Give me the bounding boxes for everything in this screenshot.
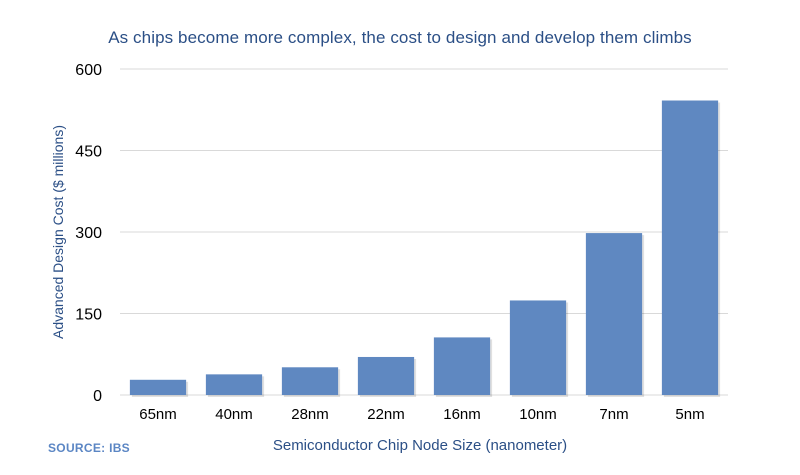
x-tick-label: 28nm (291, 406, 329, 423)
x-tick-label: 10nm (519, 406, 557, 423)
bar (661, 100, 719, 395)
chart-title: As chips become more complex, the cost t… (108, 28, 692, 47)
x-tick-label: 22nm (367, 406, 405, 423)
y-tick-label: 300 (75, 225, 102, 242)
y-tick-label: 450 (75, 144, 102, 161)
bar (357, 356, 415, 395)
bar (281, 367, 339, 395)
y-tick-label: 0 (93, 388, 102, 405)
source-note: SOURCE: IBS (48, 441, 130, 455)
bar (585, 233, 643, 395)
x-axis-label: Semiconductor Chip Node Size (nanometer) (272, 437, 568, 454)
x-tick-label: 5nm (675, 406, 704, 423)
y-axis-label: Advanced Design Cost ($ millions) (50, 125, 66, 339)
bar (205, 374, 263, 395)
bar (433, 337, 491, 395)
bar (509, 300, 567, 395)
x-tick-label: 16nm (443, 406, 481, 423)
x-tick-label: 7nm (599, 406, 628, 423)
x-tick-label: 40nm (215, 406, 253, 423)
y-tick-label: 600 (75, 62, 102, 79)
bar (129, 379, 187, 395)
x-tick-label: 65nm (139, 406, 177, 423)
y-tick-label: 150 (75, 307, 102, 324)
